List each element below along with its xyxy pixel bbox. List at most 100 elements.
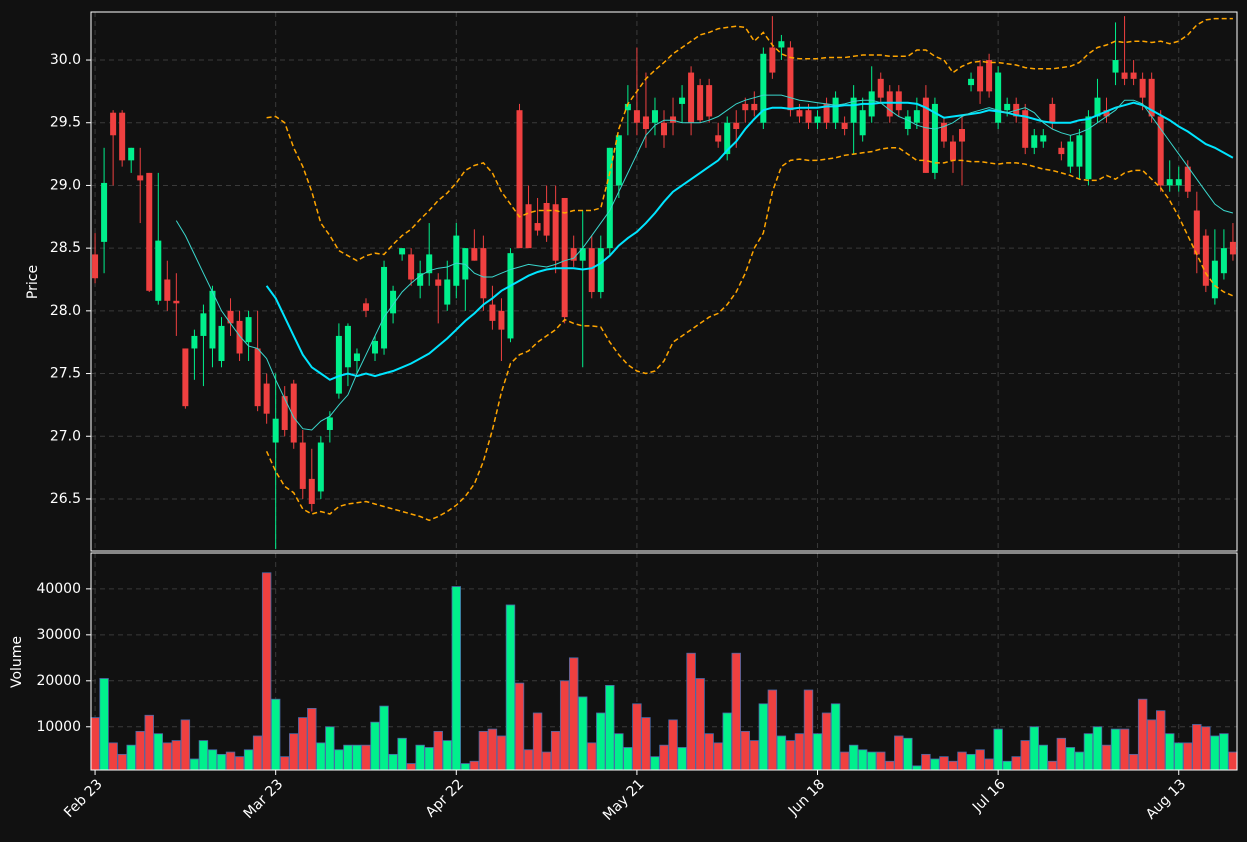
volume-bar — [550, 730, 561, 771]
candle-body — [724, 122, 731, 155]
volume-bar — [243, 749, 254, 771]
candle-body — [92, 254, 99, 279]
candle-body — [796, 110, 803, 117]
candle-body — [940, 122, 947, 142]
volume-bar — [966, 753, 976, 771]
indicator-line — [266, 17, 1233, 262]
volume-bar — [1192, 724, 1202, 771]
candle-body — [931, 103, 938, 173]
volume-bar — [1110, 728, 1121, 771]
candle-body — [606, 147, 613, 249]
indicator-line — [265, 147, 1234, 522]
volume-bar — [370, 721, 380, 771]
volume-bar — [794, 733, 805, 771]
volume-bar — [749, 740, 760, 771]
volume-bar — [641, 717, 651, 771]
candle-body — [390, 290, 397, 314]
volume-bar — [541, 751, 552, 771]
volume-bar — [234, 756, 245, 771]
candle-body — [299, 442, 306, 489]
candle-body — [1193, 210, 1200, 255]
volume-bar — [171, 740, 182, 771]
candle-body — [968, 78, 975, 86]
volume-bar — [876, 751, 886, 771]
volume-bar — [514, 682, 525, 771]
candle-body — [1175, 179, 1182, 186]
candle-body — [254, 348, 261, 407]
candle-body — [697, 85, 704, 121]
volume-bar — [90, 717, 100, 771]
volume-bar — [1101, 744, 1112, 771]
volume-bar — [1137, 698, 1148, 771]
volume-bar — [803, 689, 814, 771]
candle-body — [615, 135, 622, 186]
volume-bar — [948, 760, 958, 771]
candle-body — [995, 72, 1002, 123]
volume-bar — [388, 753, 398, 771]
volume-bar — [1092, 726, 1103, 771]
candle-body — [335, 335, 342, 394]
volume-bar — [912, 765, 922, 771]
candle-body — [245, 317, 252, 343]
volume-bar — [189, 758, 200, 771]
candle-body — [543, 202, 550, 236]
candle-body — [1121, 72, 1128, 79]
candle-body — [128, 147, 135, 161]
candle-body — [651, 110, 658, 123]
candle-body — [236, 320, 243, 354]
volume-bar — [704, 733, 714, 771]
candle-body — [570, 248, 577, 261]
candle-body — [959, 129, 966, 142]
indicator-line — [265, 101, 1234, 381]
candle-body — [715, 135, 722, 142]
volume-frame — [90, 552, 1238, 771]
volume-bar — [885, 760, 895, 771]
candle-body — [832, 97, 839, 123]
volume-bar — [776, 735, 787, 771]
volume-bar — [307, 707, 317, 771]
volume-bar — [812, 733, 823, 771]
volume-bar — [821, 712, 832, 771]
volume-bar — [523, 749, 534, 771]
candle-body — [1067, 141, 1074, 167]
candle-body — [670, 116, 677, 123]
candle-body — [272, 418, 279, 443]
candle-body — [688, 72, 695, 123]
y-tick-label: 28.5 — [50, 240, 81, 256]
candle-body — [588, 248, 595, 293]
volume-bar — [921, 753, 931, 771]
volume-bar — [623, 747, 633, 771]
y-tick-label: 30.0 — [50, 52, 81, 68]
candle-body — [886, 91, 893, 117]
volume-bar — [442, 740, 452, 771]
volume-bar — [605, 685, 615, 771]
volume-bar — [1083, 733, 1094, 771]
volume-bar — [397, 737, 407, 771]
candle-body — [164, 279, 171, 301]
candle-body — [417, 273, 424, 286]
volume-bar — [144, 714, 154, 771]
candle-body — [859, 110, 866, 136]
volume-bar — [451, 586, 461, 771]
volume-bar — [1174, 742, 1184, 771]
candle-body — [922, 97, 929, 173]
volume-bar — [894, 735, 904, 771]
volume-bar — [1011, 756, 1021, 771]
candle-body — [1112, 60, 1119, 73]
candle-body — [137, 175, 144, 181]
volume-bar — [1029, 726, 1039, 771]
candle-body — [200, 313, 207, 336]
candle-body — [1229, 241, 1236, 255]
volume-bar — [1119, 728, 1130, 771]
y-tick-label: 27.0 — [50, 428, 81, 444]
candle-body — [534, 223, 541, 231]
volume-bar — [289, 733, 299, 771]
candle-body — [119, 112, 126, 161]
candle-body — [227, 310, 234, 324]
candle-body — [805, 110, 812, 123]
y-tick-label: 20000 — [36, 673, 81, 689]
y-tick-label: 40000 — [36, 581, 81, 597]
volume-bar — [424, 747, 434, 771]
volume-bar — [1074, 751, 1085, 771]
